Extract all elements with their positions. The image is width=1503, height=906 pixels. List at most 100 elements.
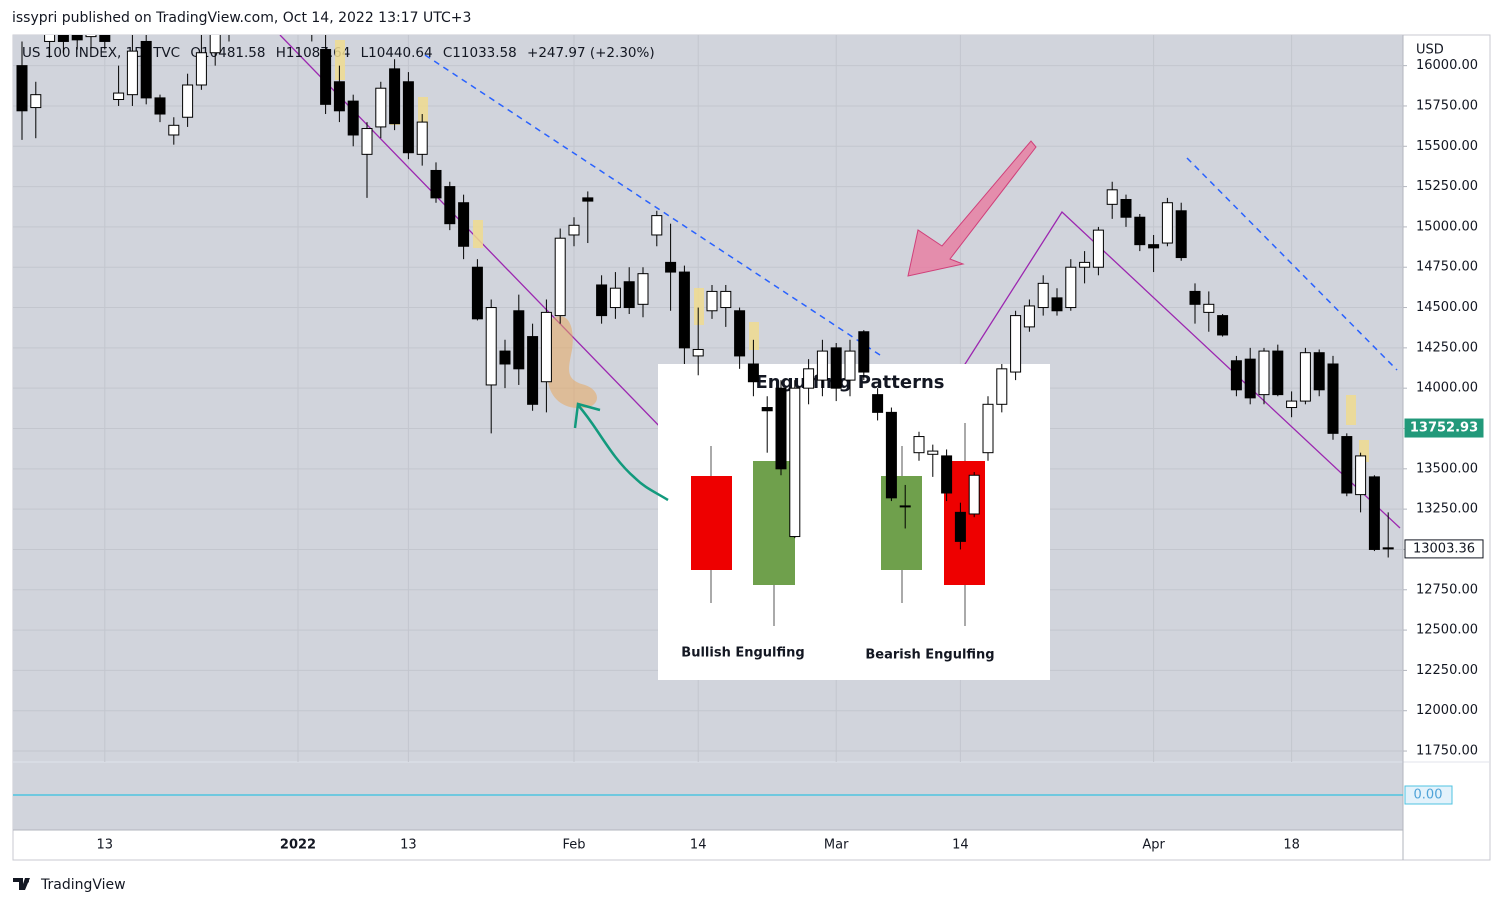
candle-body <box>775 387 787 470</box>
candle-body <box>816 350 828 381</box>
candle-body <box>527 336 539 405</box>
green-arrow <box>573 402 669 502</box>
candle-body <box>899 505 911 508</box>
candle-body <box>844 350 856 381</box>
candle-body <box>996 368 1008 405</box>
highlight <box>473 220 483 248</box>
candle-body <box>706 290 718 312</box>
footer-brand: TradingView <box>40 877 126 893</box>
candle-body <box>209 35 221 54</box>
example-candle <box>691 476 732 570</box>
y-tick-label: 13250.00 <box>1416 502 1478 517</box>
logo-dot <box>25 879 29 883</box>
candle-body <box>913 436 925 454</box>
legend-high: H11087.64 <box>276 45 351 61</box>
candle-body <box>1023 305 1035 328</box>
candle-body <box>499 350 511 365</box>
candle-body <box>1299 352 1311 402</box>
candle-body <box>1134 216 1146 246</box>
candle-body <box>444 186 456 225</box>
candle-body <box>678 271 690 349</box>
candle-body <box>596 284 608 317</box>
footer: TradingView <box>13 877 126 893</box>
candle-body <box>968 474 980 515</box>
y-tick-label: 15750.00 <box>1416 98 1478 113</box>
candle-body <box>30 94 42 109</box>
indicator-label: 0.00 <box>1414 788 1443 803</box>
x-tick-label: Apr <box>1142 838 1165 853</box>
y-tick-label: 15500.00 <box>1416 139 1478 154</box>
highlight <box>418 97 428 128</box>
candle-body <box>954 511 966 542</box>
highlight <box>1359 440 1369 462</box>
y-tick-label: 15250.00 <box>1416 179 1478 194</box>
candle-body <box>182 84 194 118</box>
candle-body <box>1230 360 1242 391</box>
y-tick-label: 14750.00 <box>1416 260 1478 275</box>
highlight <box>749 322 759 350</box>
candle-body <box>803 368 815 389</box>
candle-body <box>361 128 373 155</box>
x-tick-label: 18 <box>1283 838 1300 853</box>
x-tick-label: Feb <box>562 838 585 853</box>
highlight-blob <box>546 316 598 409</box>
candle-body <box>858 331 870 373</box>
candle-body <box>1355 455 1367 496</box>
y-tick-label: 14250.00 <box>1416 340 1478 355</box>
candle-body <box>140 40 152 99</box>
candle-body <box>471 266 483 320</box>
candle-body <box>651 215 663 236</box>
candle-body <box>195 52 207 86</box>
price-label: 13003.36 <box>1413 541 1475 556</box>
legend-symbol: US 100 INDEX, 1D, TVC <box>22 45 180 61</box>
y-tick-label: 16000.00 <box>1416 58 1478 73</box>
candle-body <box>430 169 442 199</box>
x-tick-label: 14 <box>690 838 707 853</box>
legend-change: +247.97 (+2.30%) <box>527 45 655 61</box>
candle-body <box>1051 297 1063 312</box>
candle-body <box>113 92 125 101</box>
candle-body <box>375 87 387 128</box>
candle-body <box>1341 436 1353 494</box>
highlight <box>335 40 345 80</box>
candle-body <box>623 281 635 309</box>
candle-body <box>720 290 732 309</box>
x-tick-label: 13 <box>97 838 114 853</box>
legend-open: O10481.58 <box>190 45 265 61</box>
candle-body <box>540 311 552 383</box>
overlay-label: Bearish Engulfing <box>865 648 994 663</box>
candle-body <box>320 49 332 105</box>
candle-body <box>1244 358 1256 399</box>
candle-body <box>747 363 759 383</box>
price-label-box <box>1404 418 1484 438</box>
candle-body <box>1079 261 1091 268</box>
candle-body <box>637 273 649 305</box>
candle-body <box>789 387 801 538</box>
candle-body <box>99 35 111 42</box>
candle-body <box>830 347 842 389</box>
price-label: 13752.93 <box>1410 421 1478 436</box>
candle-body <box>416 121 428 155</box>
candle-body <box>1382 547 1394 550</box>
candle-body <box>44 35 56 42</box>
candle-body <box>927 450 939 455</box>
legend-close: C11033.58 <box>443 45 517 61</box>
highlight <box>1346 395 1356 425</box>
candle-body <box>485 307 497 386</box>
candle-body <box>1037 282 1049 309</box>
indicator-label-box <box>1404 785 1453 805</box>
candle-body <box>1161 202 1173 244</box>
candle-body <box>568 224 580 236</box>
x-tick-label: Mar <box>824 838 849 853</box>
candle-body <box>665 261 677 273</box>
candle-body <box>1092 229 1104 268</box>
candle-body <box>582 197 594 202</box>
candle-body <box>126 50 138 96</box>
y-tick-label: 15000.00 <box>1416 219 1478 234</box>
candle-body <box>1258 350 1270 396</box>
candle-body <box>57 35 69 42</box>
candle-body <box>885 411 897 499</box>
header: issypri published on TradingView.com, Oc… <box>12 10 471 26</box>
candle-body <box>609 287 621 309</box>
y-tick-label: 11750.00 <box>1416 744 1478 759</box>
